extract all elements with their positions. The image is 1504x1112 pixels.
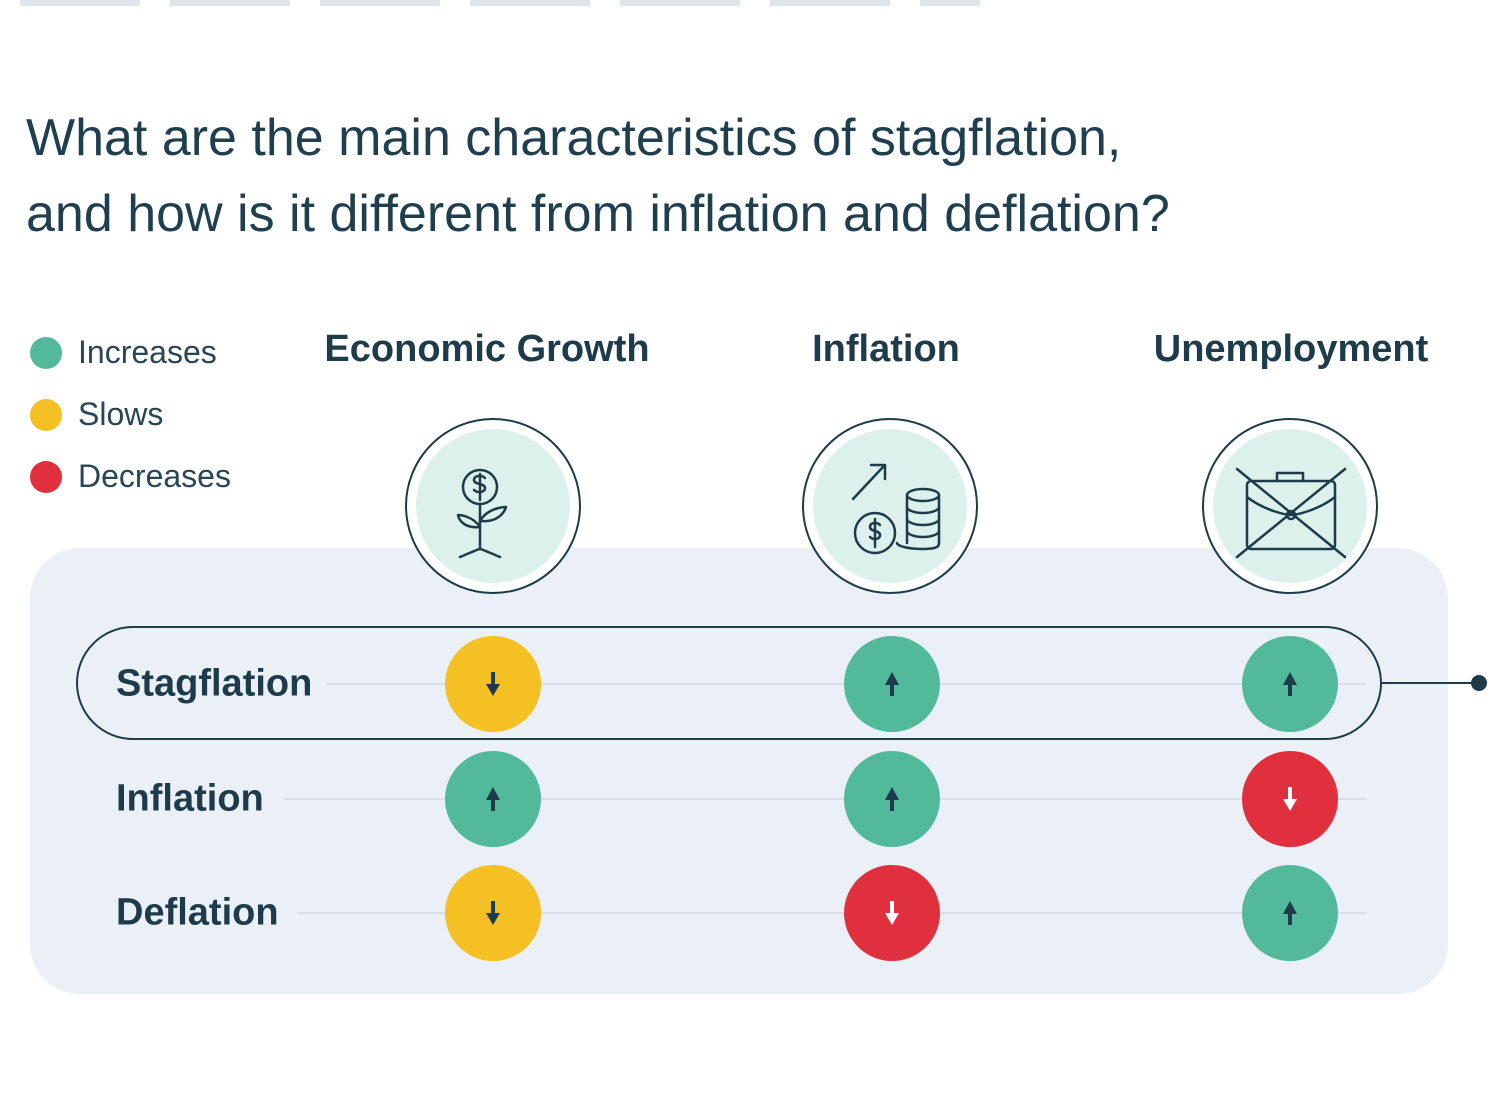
- plant-dollar-icon: [456, 468, 508, 559]
- arrow-up-icon: [486, 787, 500, 811]
- decreases-dot-icon: [30, 460, 62, 493]
- arrow-up-icon: [1283, 901, 1297, 925]
- increases-indicator: [1242, 865, 1338, 961]
- legend-item-slows: Slows: [30, 396, 163, 433]
- row-label-inflation: Inflation: [116, 777, 264, 820]
- slows-indicator: [445, 865, 541, 961]
- legend-label: Increases: [78, 334, 217, 370]
- arrow-up-icon: [1283, 672, 1297, 696]
- economic-growth-icon-badge: [405, 418, 581, 594]
- arrow-up-icon: [885, 672, 899, 696]
- increases-dot-icon: [30, 336, 62, 369]
- row-guide-line: [298, 912, 1366, 914]
- column-header-inflation: Inflation: [812, 328, 960, 370]
- title-line-2: and how is it different from inflation a…: [26, 185, 1170, 243]
- legend-item-increases: Increases: [30, 334, 217, 371]
- legend-label: Slows: [78, 396, 164, 432]
- increases-indicator: [445, 751, 541, 847]
- row-guide-line: [284, 798, 1366, 800]
- arrow-up-icon: [885, 787, 899, 811]
- rising-coins-icon: [851, 463, 941, 555]
- increases-indicator: [844, 751, 940, 847]
- column-header-unemployment: Unemployment: [1153, 328, 1429, 370]
- arrow-down-icon: [486, 672, 500, 696]
- crossed-briefcase-icon: [1235, 467, 1347, 559]
- decreases-indicator: [1242, 751, 1338, 847]
- decreases-indicator: [844, 865, 940, 961]
- arrow-down-icon: [486, 901, 500, 925]
- row-label-stagflation: Stagflation: [116, 662, 313, 705]
- inflation-icon-badge: [802, 418, 978, 594]
- legend-item-decreases: Decreases: [30, 458, 231, 495]
- connector-line: [1382, 682, 1480, 684]
- unemployment-icon-badge: [1202, 418, 1378, 594]
- increases-indicator: [1242, 636, 1338, 732]
- connector-dot: [1471, 675, 1487, 691]
- arrow-down-icon: [1283, 787, 1297, 811]
- slows-dot-icon: [30, 398, 62, 431]
- comparison-panel: [30, 548, 1448, 994]
- arrow-down-icon: [885, 901, 899, 925]
- slows-indicator: [445, 636, 541, 732]
- increases-indicator: [844, 636, 940, 732]
- page-title: What are the main characteristics of sta…: [26, 100, 1326, 252]
- stagflation-highlight-outline: [76, 626, 1382, 740]
- cropped-top-text: [20, 0, 980, 6]
- column-header-economic-growth: Economic Growth: [324, 328, 650, 370]
- row-label-deflation: Deflation: [116, 891, 279, 934]
- title-line-1: What are the main characteristics of sta…: [26, 109, 1122, 167]
- legend-label: Decreases: [78, 458, 231, 494]
